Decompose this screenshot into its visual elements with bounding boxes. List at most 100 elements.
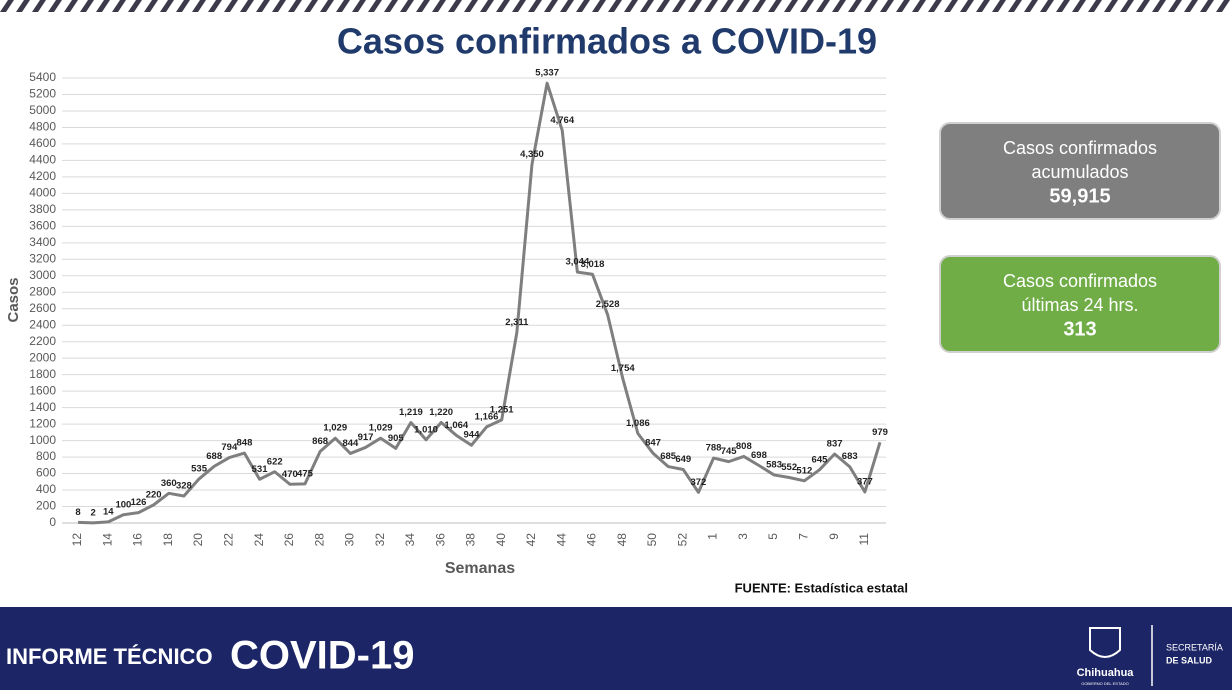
x-axis-label: Semanas bbox=[445, 560, 515, 577]
source: FUENTE: Estadística estatal bbox=[735, 580, 908, 595]
x-tick-label: 40 bbox=[494, 533, 508, 547]
data-label: 3,018 bbox=[581, 259, 605, 270]
data-label: 2 bbox=[90, 507, 95, 518]
x-tick-label: 24 bbox=[252, 533, 266, 547]
x-tick-label: 28 bbox=[312, 533, 326, 547]
y-tick-label: 200 bbox=[36, 499, 56, 513]
x-tick-label: 30 bbox=[343, 533, 357, 547]
data-label: 552 bbox=[781, 462, 797, 473]
y-tick-label: 5000 bbox=[29, 103, 56, 117]
data-label: 645 bbox=[812, 454, 829, 465]
data-label: 649 bbox=[675, 454, 691, 465]
x-tick-label: 48 bbox=[615, 533, 629, 547]
x-tick-label: 5 bbox=[766, 533, 780, 540]
x-tick-label: 38 bbox=[464, 533, 478, 547]
data-label: 1,166 bbox=[475, 411, 499, 422]
data-label: 794 bbox=[221, 442, 238, 453]
x-tick-label: 26 bbox=[282, 533, 296, 547]
data-label: 126 bbox=[131, 497, 147, 508]
data-label: 1,219 bbox=[399, 407, 423, 418]
x-tick-label: 18 bbox=[161, 533, 175, 547]
panel-label-line: acumulados bbox=[1031, 162, 1128, 182]
data-label: 905 bbox=[388, 433, 405, 444]
y-tick-label: 3400 bbox=[29, 235, 56, 249]
y-tick-label: 600 bbox=[36, 466, 56, 480]
data-label: 2,528 bbox=[596, 299, 620, 310]
y-axis-label: Casos bbox=[5, 277, 22, 322]
x-tick-label: 16 bbox=[131, 533, 145, 547]
y-tick-label: 3000 bbox=[29, 268, 56, 282]
data-label: 372 bbox=[690, 477, 706, 488]
data-label: 377 bbox=[857, 476, 873, 487]
data-label: 944 bbox=[464, 430, 481, 441]
x-tick-label: 34 bbox=[403, 533, 417, 547]
data-label: 1,251 bbox=[490, 404, 514, 415]
data-label: 844 bbox=[342, 438, 359, 449]
data-label: 470 bbox=[282, 469, 298, 480]
data-label: 475 bbox=[297, 468, 314, 479]
footer-topic: COVID-19 bbox=[230, 634, 415, 678]
x-tick-label: 42 bbox=[524, 533, 538, 547]
data-label: 1,029 bbox=[369, 423, 393, 434]
y-tick-label: 4000 bbox=[29, 186, 56, 200]
y-tick-label: 3800 bbox=[29, 202, 56, 216]
panel-box bbox=[939, 122, 1221, 220]
data-label: 8 bbox=[75, 507, 80, 518]
x-tick-label: 44 bbox=[554, 533, 568, 547]
data-label: 848 bbox=[237, 438, 253, 449]
data-label: 868 bbox=[312, 436, 328, 447]
data-label: 328 bbox=[176, 480, 192, 491]
data-label: 837 bbox=[827, 439, 843, 450]
y-tick-label: 3600 bbox=[29, 219, 56, 233]
data-label: 745 bbox=[721, 446, 738, 457]
footer-ministry-2: DE SALUD bbox=[1166, 655, 1213, 665]
y-tick-label: 2200 bbox=[29, 334, 56, 348]
data-label: 847 bbox=[645, 438, 661, 449]
shield-icon bbox=[1089, 627, 1121, 658]
x-tick-label: 32 bbox=[373, 533, 387, 547]
panel-label-line: últimas 24 hrs. bbox=[1021, 295, 1138, 315]
x-tick-label: 36 bbox=[433, 533, 447, 547]
y-tick-label: 2400 bbox=[29, 317, 56, 331]
y-tick-label: 4800 bbox=[29, 120, 56, 134]
data-label: 583 bbox=[766, 459, 782, 470]
y-tick-label: 800 bbox=[36, 449, 56, 463]
data-label: 100 bbox=[115, 499, 131, 510]
x-tick-label: 1 bbox=[706, 533, 720, 540]
data-label: 1,086 bbox=[626, 418, 650, 429]
data-label: 688 bbox=[206, 451, 222, 462]
data-label: 3,044 bbox=[565, 257, 589, 268]
data-label: 360 bbox=[161, 478, 177, 489]
y-tick-label: 5400 bbox=[29, 70, 56, 84]
y-tick-label: 1800 bbox=[29, 367, 56, 381]
y-tick-label: 4600 bbox=[29, 136, 56, 150]
panel-label-line: Casos confirmados bbox=[1003, 271, 1157, 291]
panel-label: Casos confirmados últimas 24 hrs. bbox=[1003, 271, 1157, 315]
footer-state: Chihuahua bbox=[1077, 667, 1135, 679]
panel-value: 59,915 bbox=[1049, 185, 1110, 207]
x-tick-label: 14 bbox=[100, 533, 114, 547]
footer-band bbox=[0, 607, 1232, 690]
y-tick-label: 1400 bbox=[29, 400, 56, 414]
x-tick-label: 12 bbox=[70, 533, 84, 547]
panel-box bbox=[939, 255, 1221, 353]
y-tick-label: 2800 bbox=[29, 284, 56, 298]
panel-label: Casos confirmados acumulados bbox=[1003, 138, 1157, 182]
y-tick-label: 3200 bbox=[29, 251, 56, 265]
panel-label-line: Casos confirmados bbox=[1003, 138, 1157, 158]
data-label: 535 bbox=[191, 463, 208, 474]
data-label: 1,010 bbox=[414, 424, 438, 435]
data-label: 698 bbox=[751, 450, 767, 461]
y-tick-label: 400 bbox=[36, 482, 56, 496]
data-label: 808 bbox=[736, 441, 752, 452]
y-tick-label: 4400 bbox=[29, 153, 56, 167]
data-label: 14 bbox=[103, 506, 114, 517]
panel-value: 313 bbox=[1063, 318, 1096, 340]
data-label: 4,350 bbox=[520, 149, 544, 160]
data-label: 1,220 bbox=[429, 407, 453, 418]
data-label: 1,029 bbox=[323, 423, 347, 434]
y-tick-label: 2600 bbox=[29, 301, 56, 315]
data-label: 2,311 bbox=[505, 317, 529, 328]
y-tick-label: 2000 bbox=[29, 350, 56, 364]
